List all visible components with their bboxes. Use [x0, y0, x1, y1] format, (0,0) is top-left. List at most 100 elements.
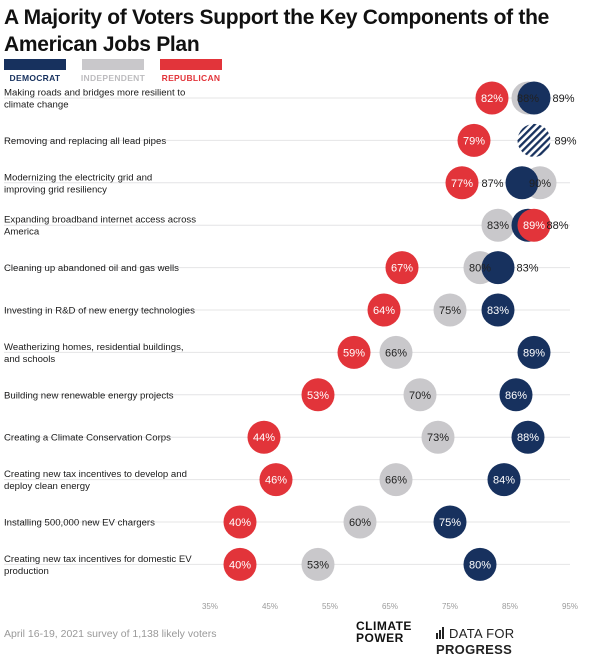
value-label-democrat: 89%	[523, 347, 545, 359]
value-label-republican: 77%	[451, 178, 473, 190]
dot-republican	[223, 505, 257, 539]
dot-republican	[445, 166, 479, 200]
dot-democrat	[481, 251, 515, 285]
value-label-republican: 67%	[391, 263, 413, 275]
dot-independent	[379, 463, 413, 497]
value-label-democrat: 89%	[553, 93, 575, 105]
value-label-democrat: 83%	[517, 263, 539, 275]
dot-republican	[367, 293, 401, 327]
category-label-line: Installing 500,000 new EV chargers	[4, 518, 155, 529]
category-label: Expanding broadband internet access acro…	[4, 215, 196, 238]
legend-swatch-independent	[82, 59, 144, 70]
category-label-line: climate change	[4, 100, 69, 111]
value-label-democrat: 84%	[493, 475, 515, 487]
dot-independent	[403, 378, 437, 412]
x-tick-label: 35%	[202, 602, 218, 611]
dot-republican	[301, 378, 335, 412]
chart-title: A Majority of Voters Support the Key Com…	[4, 6, 549, 56]
value-label-overlap: 89%	[555, 135, 577, 147]
value-label-republican: 82%	[481, 93, 503, 105]
value-label-independent: 66%	[385, 475, 407, 487]
chart-row: Investing in R&D of new energy technolog…	[4, 293, 570, 327]
value-label-independent: 80%	[469, 263, 491, 275]
legend-swatch-republican	[160, 59, 222, 70]
dot-independent	[379, 335, 413, 369]
x-tick-label: 75%	[442, 602, 458, 611]
category-label-line: Building new renewable energy projects	[4, 390, 174, 401]
category-label-line: Cleaning up abandoned oil and gas wells	[4, 263, 179, 274]
dot-independent	[433, 293, 467, 327]
chart-row: Creating a Climate Conservation Corps 73%…	[4, 420, 570, 454]
value-label-republican: 40%	[229, 559, 251, 571]
dot-republican	[223, 547, 257, 581]
legend-label-democrat: DEMOCRAT	[9, 73, 61, 83]
dot-republican	[385, 251, 419, 285]
category-label: Building new renewable energy projects	[4, 390, 174, 401]
category-label: Creating new tax incentives to develop a…	[4, 469, 187, 492]
x-tick-label: 55%	[322, 602, 338, 611]
survey-note: April 16-19, 2021 survey of 1,138 likely…	[4, 628, 217, 640]
value-label-democrat: 88%	[547, 220, 569, 232]
category-label-line: and schools	[4, 354, 55, 365]
x-tick-label: 45%	[262, 602, 278, 611]
dot-independent	[421, 420, 455, 454]
value-label-republican: 44%	[253, 432, 275, 444]
category-label: Removing and replacing all lead pipes	[4, 136, 166, 147]
dot-democrat	[433, 505, 467, 539]
value-label-democrat: 86%	[505, 390, 527, 402]
chart-row: Creating new tax incentives to develop a…	[4, 463, 570, 497]
dot-democrat-independent-overlap	[517, 123, 551, 157]
category-label-line: Modernizing the electricity grid and	[4, 172, 152, 183]
category-label: Making roads and bridges more resilient …	[4, 88, 185, 111]
value-label-republican: 59%	[343, 347, 365, 359]
category-label: Investing in R&D of new energy technolog…	[4, 306, 195, 317]
dfp-prefix: DATA FOR	[449, 626, 515, 641]
value-label-republican: 79%	[463, 135, 485, 147]
chart-row: Making roads and bridges more resilient …	[4, 81, 575, 115]
value-label-republican: 64%	[373, 305, 395, 317]
value-label-republican: 46%	[265, 475, 287, 487]
category-label: Modernizing the electricity grid and impr…	[4, 172, 152, 195]
value-label-democrat: 80%	[469, 559, 491, 571]
value-label-democrat: 83%	[487, 305, 509, 317]
chart-row: Installing 500,000 new EV chargers 60% 75%…	[4, 505, 570, 539]
value-label-independent: 70%	[409, 390, 431, 402]
climate-power-logo: CLIMATE POWER	[356, 620, 412, 644]
x-tick-label: 65%	[382, 602, 398, 611]
value-label-independent: 60%	[349, 517, 371, 529]
dot-republican	[475, 81, 509, 115]
dot-independent	[481, 208, 515, 242]
category-label-line: deploy clean energy	[4, 481, 90, 492]
dot-democrat	[499, 378, 533, 412]
category-label: Cleaning up abandoned oil and gas wells	[4, 263, 179, 274]
value-label-republican: 89%	[523, 220, 545, 232]
legend-swatch-democrat	[4, 59, 66, 70]
value-label-independent: 73%	[427, 432, 449, 444]
category-label-line: Removing and replacing all lead pipes	[4, 136, 166, 147]
dot-democrat	[463, 547, 497, 581]
category-label-line: Creating a Climate Conservation Corps	[4, 433, 171, 444]
value-label-democrat: 87%	[481, 178, 503, 190]
chart-row: Weatherizing homes, residential building…	[4, 335, 570, 369]
dot-republican	[457, 123, 491, 157]
dfp-bold: PROGRESS	[436, 642, 513, 657]
value-label-independent: 66%	[385, 347, 407, 359]
value-label-independent: 83%	[487, 220, 509, 232]
dot-independent	[343, 505, 377, 539]
category-label: Creating new tax incentives for domestic…	[4, 554, 192, 577]
value-label-democrat: 88%	[517, 432, 539, 444]
chart-row: Expanding broadband internet access acro…	[4, 208, 570, 242]
category-label: Creating a Climate Conservation Corps	[4, 433, 171, 444]
legend-label-independent: INDEPENDENT	[80, 73, 146, 83]
x-tick-label: 95%	[562, 602, 578, 611]
dot-republican	[247, 420, 281, 454]
dot-independent	[301, 547, 335, 581]
chart-row: Modernizing the electricity grid and impr…	[4, 166, 570, 200]
chart-row: Creating new tax incentives for domestic…	[4, 547, 570, 581]
category-label-line: Making roads and bridges more resilient …	[4, 88, 185, 99]
dot-democrat	[487, 463, 521, 497]
category-label-line: Creating new tax incentives for domestic…	[4, 554, 192, 565]
dot-democrat	[517, 335, 551, 369]
chart-row: Building new renewable energy projects 70…	[4, 378, 570, 412]
